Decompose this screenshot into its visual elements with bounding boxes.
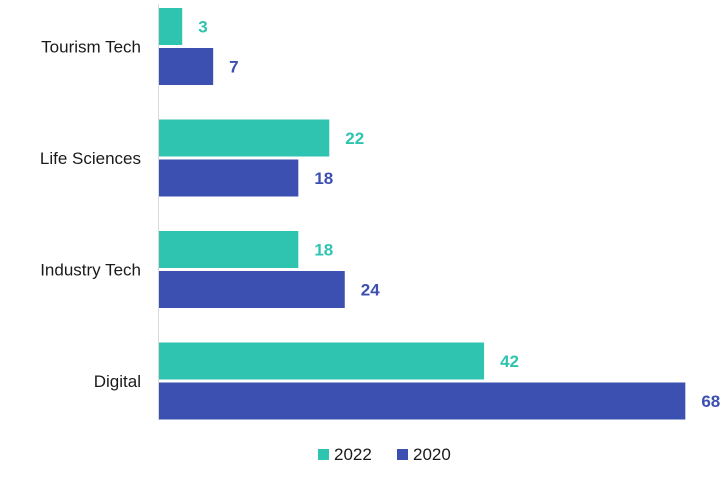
bar-2020-digital bbox=[159, 382, 686, 420]
bars-layer: 3 7 22 18 18 24 42 68 bbox=[159, 8, 720, 420]
bar-2020-tourism-tech bbox=[159, 48, 214, 85]
data-label-2020-tourism-tech: 7 bbox=[229, 58, 238, 77]
bar-2022-industry-tech bbox=[159, 231, 299, 268]
category-label-industry-tech: Industry Tech bbox=[40, 261, 141, 280]
data-label-2022-digital: 42 bbox=[500, 352, 519, 371]
data-label-2020-industry-tech: 24 bbox=[361, 281, 380, 300]
bar-2020-industry-tech bbox=[159, 271, 345, 308]
category-label-tourism-tech: Tourism Tech bbox=[41, 38, 141, 57]
legend: 2022 2020 bbox=[318, 445, 451, 464]
data-label-2020-life-sciences: 18 bbox=[314, 169, 333, 188]
bar-2022-life-sciences bbox=[159, 119, 330, 157]
bar-2022-digital bbox=[159, 342, 485, 380]
legend-swatch-2022 bbox=[318, 449, 329, 460]
category-label-life-sciences: Life Sciences bbox=[40, 149, 141, 168]
legend-swatch-2020 bbox=[397, 449, 408, 460]
data-label-2022-industry-tech: 18 bbox=[314, 241, 333, 260]
bar-2022-tourism-tech bbox=[159, 8, 183, 45]
data-label-2022-tourism-tech: 3 bbox=[198, 18, 207, 37]
category-label-digital: Digital bbox=[94, 372, 141, 391]
data-label-2022-life-sciences: 22 bbox=[345, 129, 364, 148]
data-label-2020-digital: 68 bbox=[701, 392, 720, 411]
bar-2020-life-sciences bbox=[159, 159, 299, 197]
legend-label-2022: 2022 bbox=[334, 445, 372, 464]
legend-label-2020: 2020 bbox=[413, 445, 451, 464]
